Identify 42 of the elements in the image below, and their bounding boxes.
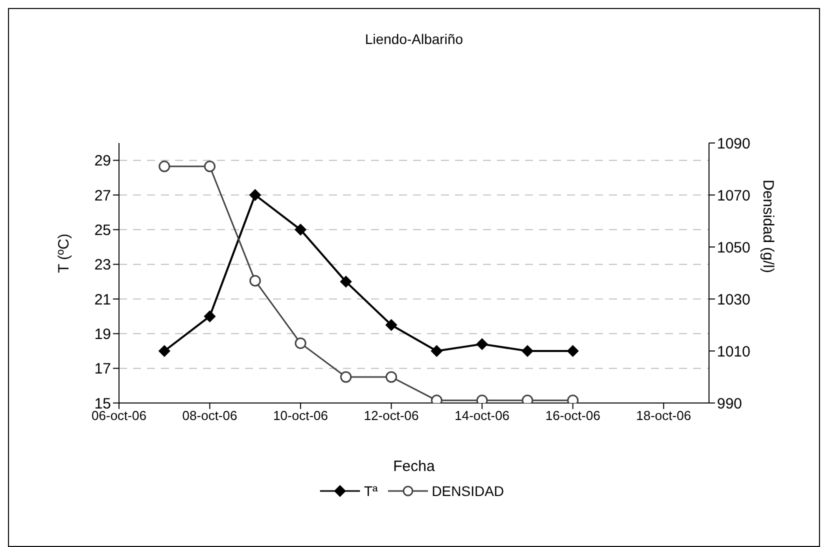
- y-tick-label: 29: [94, 152, 111, 170]
- point: [249, 189, 262, 201]
- point: [566, 345, 579, 357]
- point: [386, 371, 398, 383]
- point: [294, 224, 307, 236]
- point: [476, 338, 488, 350]
- y2-tick-label: 1010: [717, 343, 750, 360]
- point: [249, 275, 261, 287]
- point: [385, 319, 398, 331]
- chart-title: Liendo-Albariño: [364, 31, 464, 47]
- point: [430, 345, 443, 357]
- y2-tick-label: 1070: [717, 187, 750, 204]
- legend-label: DENSIDAD: [432, 483, 504, 499]
- x-tick-label: 14-oct-06: [454, 408, 510, 424]
- x-tick-label: 06-oct-06: [92, 408, 146, 424]
- x-tick-label: 08-oct-06: [182, 408, 238, 424]
- point: [158, 160, 170, 172]
- point: [340, 276, 352, 288]
- y-axis-title: T (ºC): [55, 234, 72, 273]
- x-axis-title: Fecha: [393, 458, 436, 475]
- y-tick-label: 19: [94, 326, 111, 343]
- y2-tick-label: 1050: [717, 239, 750, 256]
- y-tick-label: 21: [94, 291, 111, 308]
- point: [294, 337, 306, 349]
- point: [204, 310, 216, 322]
- x-tick-label: 12-oct-06: [364, 408, 419, 424]
- point: [158, 345, 170, 357]
- y2-axis-title: Densidad (g/l): [760, 180, 777, 273]
- y2-tick-label: 1030: [717, 291, 750, 308]
- y-tick-label: 23: [94, 256, 111, 274]
- y2-tick-label: 1090: [717, 135, 750, 152]
- x-tick-label: 18-oct-06: [636, 408, 692, 424]
- x-tick-label: 16-oct-06: [545, 408, 600, 424]
- point: [340, 371, 352, 383]
- point: [204, 160, 216, 172]
- y-tick-label: 27: [94, 187, 111, 204]
- legend-label: Tª: [364, 483, 378, 499]
- x-tick-label: 10-oct-06: [273, 408, 328, 424]
- y-tick-label: 17: [94, 360, 111, 378]
- point: [521, 345, 534, 357]
- y2-tick-label: 990: [717, 395, 742, 412]
- y-tick-label: 25: [94, 222, 111, 239]
